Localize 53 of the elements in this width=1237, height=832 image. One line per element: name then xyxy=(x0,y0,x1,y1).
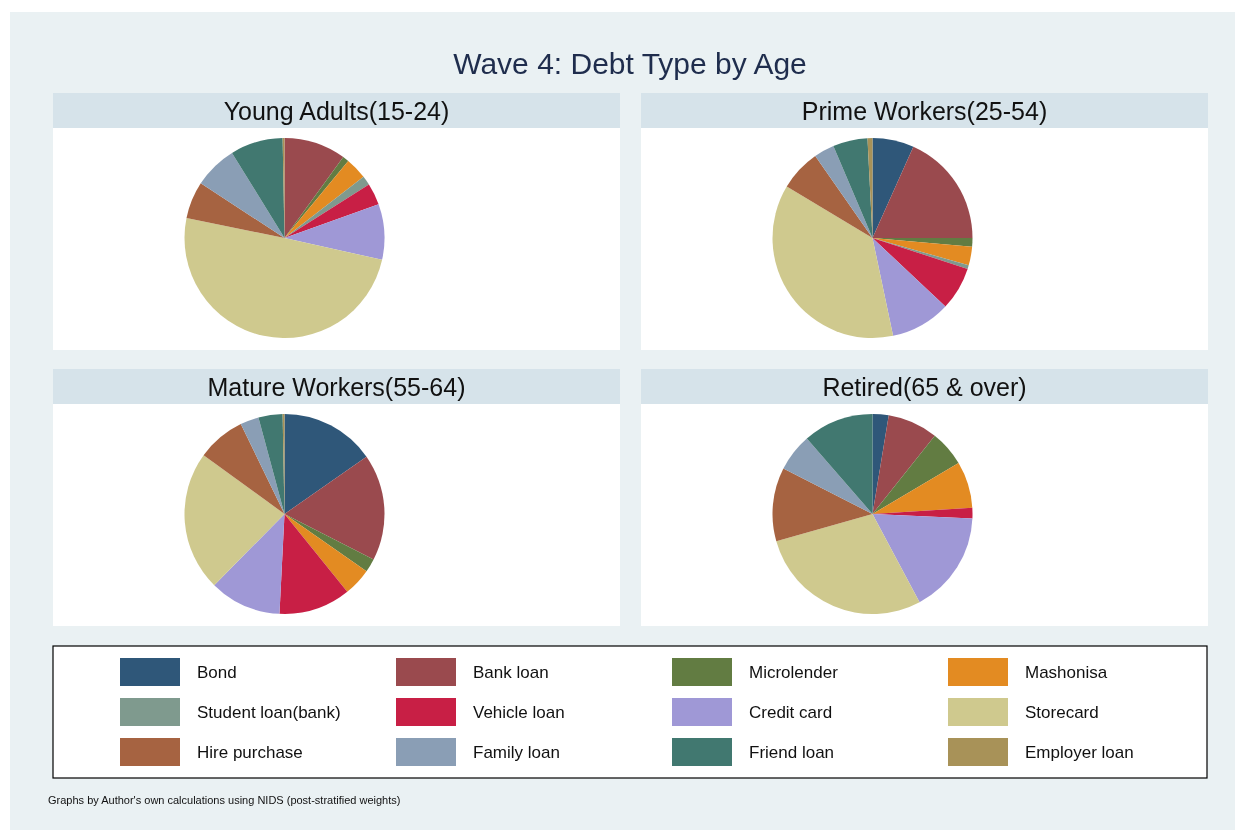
chart-title: Prime Workers(25-54) xyxy=(801,97,1048,125)
legend-label: Credit card xyxy=(749,703,833,722)
pie-slice xyxy=(284,514,367,592)
pie-slice xyxy=(872,514,973,603)
pie-slice xyxy=(872,463,973,514)
legend-label: Bank loan xyxy=(473,663,549,682)
pie-slice xyxy=(872,435,959,514)
pie-slice xyxy=(284,138,344,238)
pie-slice xyxy=(786,156,873,238)
pie-slice xyxy=(284,414,367,514)
pie-slice xyxy=(186,183,285,238)
legend-label: Microlender xyxy=(749,663,839,682)
pie-slice xyxy=(833,138,873,238)
legend-label: Employer loan xyxy=(1025,743,1134,762)
pie-slice xyxy=(872,238,946,336)
pie-slice xyxy=(200,152,285,238)
pie-slice xyxy=(203,424,285,514)
legend-label: Mashonisa xyxy=(1025,663,1108,682)
pie-slice xyxy=(284,184,379,238)
pie-slice xyxy=(872,146,973,238)
chart-title: Mature Workers(55-64) xyxy=(207,373,466,401)
text: Wave 4: Debt Type by Age xyxy=(453,47,807,80)
legend-label: Storecard xyxy=(1025,703,1099,722)
pie-slice xyxy=(184,218,383,339)
legend-label: Family loan xyxy=(473,743,560,762)
pie-slice xyxy=(184,455,285,586)
pie-slice xyxy=(231,138,285,238)
pie-slice xyxy=(772,186,894,338)
pie-slice xyxy=(783,438,873,514)
legend-label: Student loan(bank) xyxy=(197,703,341,722)
pie-slice xyxy=(806,414,873,514)
text: Graphs by Author's own calculations using NIDS (post-stratified weights) xyxy=(48,794,401,806)
pie-slice xyxy=(872,415,935,514)
pie-slice xyxy=(815,145,873,238)
legend-label: Bond xyxy=(197,663,237,682)
pie-slice xyxy=(776,514,920,614)
pie-slice xyxy=(772,468,873,542)
pie-slice xyxy=(867,138,873,238)
chart-title: Retired(65 & over) xyxy=(822,373,1027,401)
pie-slice xyxy=(284,176,369,238)
pie-slice xyxy=(872,138,914,238)
pie-slice xyxy=(279,514,348,614)
pie-slice xyxy=(284,456,385,560)
legend-label: Friend loan xyxy=(749,743,835,762)
legend-label: Hire purchase xyxy=(197,743,303,762)
chart-title: Young Adults(15-24) xyxy=(223,97,450,125)
pie-slice xyxy=(872,238,968,307)
pie-slice xyxy=(284,204,385,260)
legend-label: Vehicle loan xyxy=(473,703,565,722)
pie-slice xyxy=(284,160,364,238)
pie-slice xyxy=(214,514,285,614)
pie-slice xyxy=(240,417,285,514)
pie-slice xyxy=(284,157,349,238)
